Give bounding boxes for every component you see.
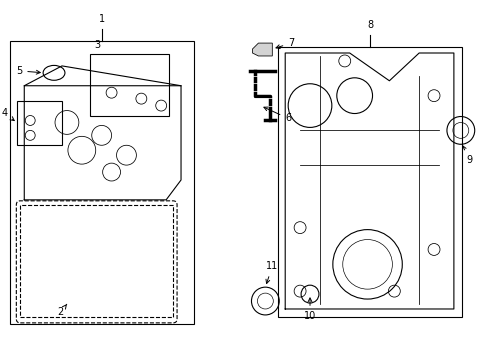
- Text: 5: 5: [16, 66, 40, 76]
- Polygon shape: [252, 43, 272, 56]
- Text: 3: 3: [95, 40, 101, 50]
- Text: 11: 11: [266, 261, 278, 283]
- Bar: [10, 41, 194, 324]
- Bar: [17, 101, 62, 145]
- Text: 9: 9: [463, 146, 473, 165]
- Text: 10: 10: [304, 298, 316, 321]
- Text: 4: 4: [1, 108, 14, 121]
- Text: 2: 2: [58, 304, 67, 317]
- Text: 6: 6: [264, 107, 292, 123]
- Text: 8: 8: [367, 20, 373, 30]
- Bar: [278, 47, 462, 317]
- Text: 7: 7: [276, 38, 294, 49]
- Bar: [90, 54, 169, 116]
- Text: 1: 1: [99, 14, 105, 24]
